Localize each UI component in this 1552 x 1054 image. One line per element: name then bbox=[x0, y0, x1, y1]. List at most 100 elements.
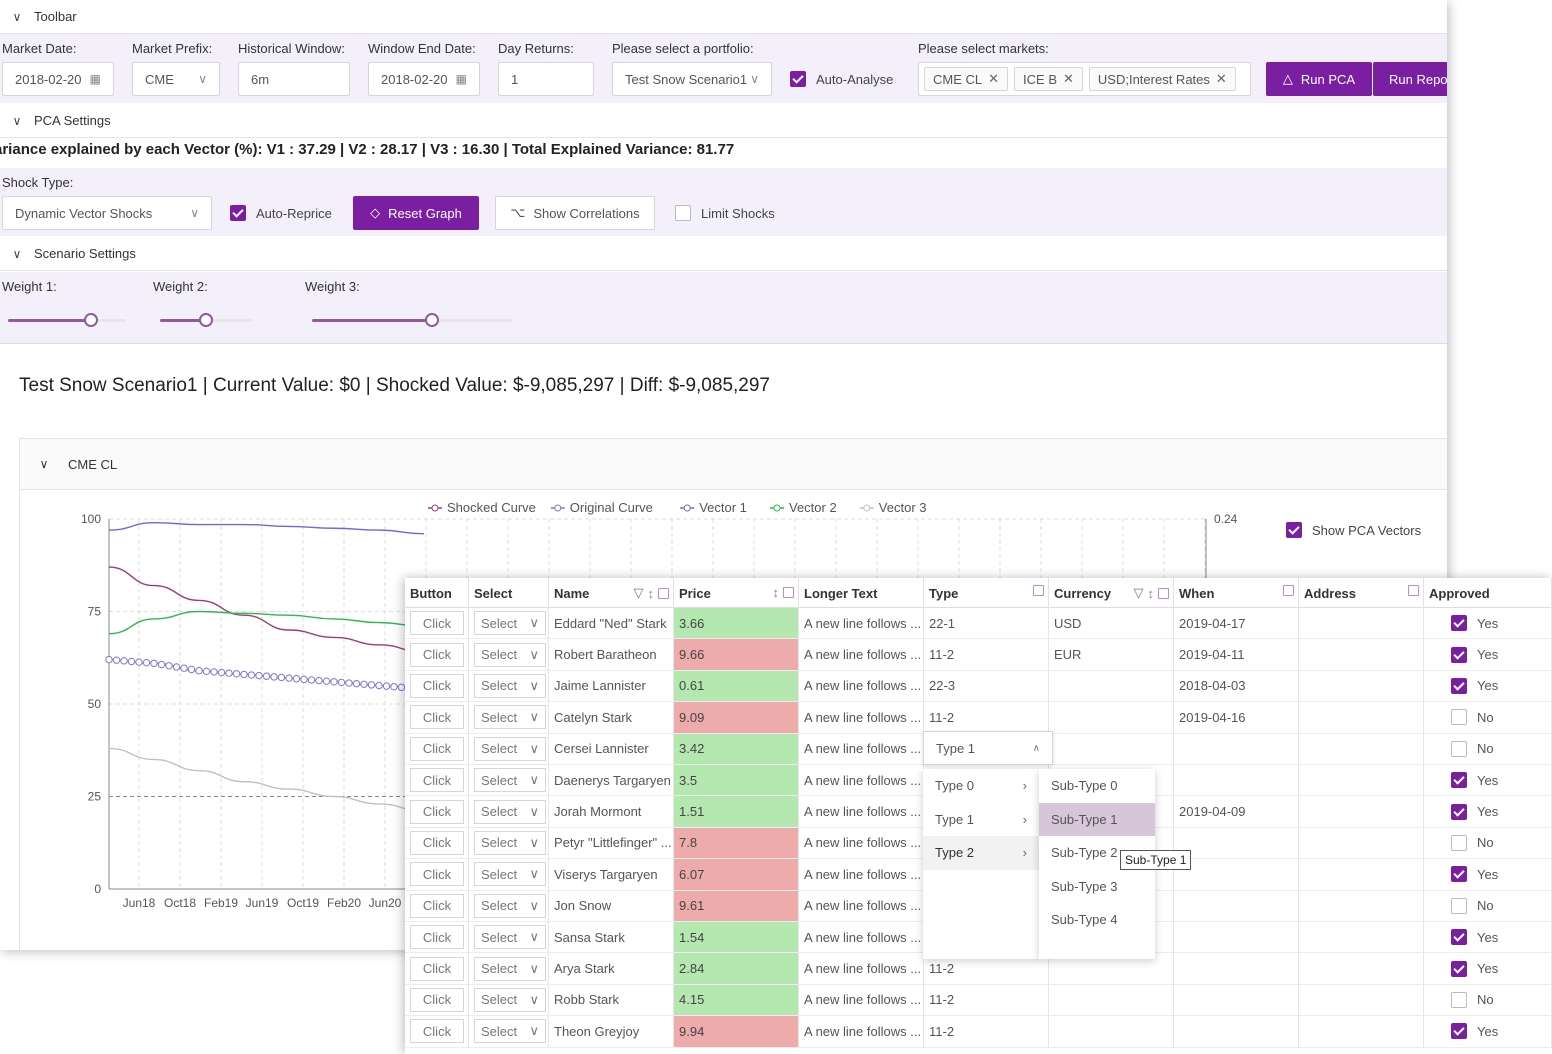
when-cell[interactable] bbox=[1174, 890, 1299, 921]
name-cell[interactable]: Viserys Targaryen bbox=[549, 859, 674, 890]
when-cell[interactable] bbox=[1174, 765, 1299, 796]
longer-text-cell[interactable]: A new line follows ... bbox=[799, 1016, 924, 1047]
currency-cell[interactable] bbox=[1049, 859, 1174, 890]
currency-cell[interactable] bbox=[1049, 890, 1174, 921]
price-cell[interactable]: 9.94 bbox=[674, 1016, 799, 1047]
click-button[interactable]: Click bbox=[410, 799, 464, 824]
weight-1-slider-handle[interactable] bbox=[83, 313, 98, 327]
edit-icon[interactable] bbox=[1033, 585, 1044, 596]
subtype-menu-item[interactable]: Sub-Type 2 bbox=[1051, 845, 1118, 861]
filter-icon[interactable]: ▽ bbox=[633, 585, 644, 600]
price-cell[interactable]: 1.51 bbox=[674, 796, 799, 827]
name-cell[interactable]: Daenerys Targaryen bbox=[549, 765, 674, 796]
currency-cell[interactable] bbox=[1049, 733, 1174, 764]
checkbox-unchecked-icon[interactable] bbox=[1451, 897, 1467, 914]
when-cell[interactable]: 2018-04-03 bbox=[1174, 670, 1299, 702]
type-cell[interactable]: 22-3 bbox=[924, 670, 1049, 702]
longer-text-cell[interactable]: A new line follows ... bbox=[799, 859, 924, 890]
when-cell[interactable] bbox=[1174, 733, 1299, 764]
when-cell[interactable]: 2019-04-09 bbox=[1174, 796, 1299, 827]
address-cell[interactable] bbox=[1299, 859, 1424, 890]
checkbox-checked-icon[interactable] bbox=[1451, 1023, 1467, 1040]
when-cell[interactable]: 2019-04-17 bbox=[1174, 608, 1299, 639]
chevron-down-icon[interactable]: ∨ bbox=[12, 246, 22, 261]
column-header[interactable]: Approved bbox=[1424, 578, 1552, 608]
calendar-icon[interactable]: ▦ bbox=[455, 72, 467, 86]
checkbox-checked-icon[interactable] bbox=[1451, 615, 1467, 632]
name-cell[interactable]: Jon Snow bbox=[549, 890, 674, 921]
column-header[interactable]: Price ↕ bbox=[674, 578, 799, 608]
longer-text-cell[interactable]: A new line follows ... bbox=[799, 827, 924, 859]
weight-3-slider-handle[interactable] bbox=[425, 313, 439, 327]
row-select[interactable]: Select ∨ bbox=[474, 956, 546, 981]
longer-text-cell[interactable]: A new line follows ... bbox=[799, 670, 924, 702]
currency-cell[interactable] bbox=[1049, 984, 1174, 1016]
address-cell[interactable] bbox=[1299, 639, 1424, 670]
type-cell[interactable]: 11-2 bbox=[924, 1016, 1049, 1047]
market-date-input[interactable]: 2018-02-20 ▦ bbox=[2, 62, 114, 96]
type-cell[interactable]: 11-2 bbox=[924, 953, 1049, 984]
address-cell[interactable] bbox=[1299, 953, 1424, 984]
name-cell[interactable]: Catelyn Stark bbox=[549, 702, 674, 733]
row-select[interactable]: Select ∨ bbox=[474, 893, 546, 918]
show-pca-vectors-checkbox[interactable]: Show PCA Vectors bbox=[1286, 522, 1421, 538]
checkbox-checked-icon[interactable] bbox=[1451, 646, 1467, 663]
price-cell[interactable]: 3.66 bbox=[674, 608, 799, 639]
column-header[interactable]: Type bbox=[924, 578, 1049, 608]
click-button[interactable]: Click bbox=[410, 925, 464, 950]
longer-text-cell[interactable]: A new line follows ... bbox=[799, 922, 924, 953]
type-cell[interactable]: 11-2 bbox=[924, 702, 1049, 733]
day-returns-input[interactable]: 1 bbox=[498, 62, 594, 96]
name-cell[interactable]: Arya Stark bbox=[549, 953, 674, 984]
when-cell[interactable] bbox=[1174, 984, 1299, 1016]
longer-text-cell[interactable]: A new line follows ... bbox=[799, 608, 924, 639]
run-pca-button[interactable]: △ Run PCA bbox=[1266, 62, 1372, 96]
row-select[interactable]: Select ∨ bbox=[474, 642, 546, 667]
price-cell[interactable]: 1.54 bbox=[674, 922, 799, 953]
subtype-menu-item[interactable]: Sub-Type 4 bbox=[1051, 912, 1118, 928]
click-button[interactable]: Click bbox=[410, 705, 464, 730]
address-cell[interactable] bbox=[1299, 670, 1424, 702]
weight-2-slider-handle[interactable] bbox=[199, 313, 213, 327]
run-report-button[interactable]: Run Repor bbox=[1373, 62, 1447, 96]
address-cell[interactable] bbox=[1299, 733, 1424, 764]
subtype-menu-item[interactable]: Sub-Type 1 bbox=[1039, 802, 1155, 836]
checkbox-checked-icon[interactable] bbox=[1451, 803, 1467, 820]
price-cell[interactable]: 9.66 bbox=[674, 639, 799, 670]
row-select[interactable]: Select ∨ bbox=[474, 862, 546, 887]
row-select[interactable]: Select ∨ bbox=[474, 736, 546, 761]
markets-multiselect[interactable]: CME CL ✕ ICE B ✕ USD;Interest Rates ✕ bbox=[918, 62, 1251, 96]
currency-cell[interactable] bbox=[1049, 922, 1174, 953]
address-cell[interactable] bbox=[1299, 922, 1424, 953]
market-prefix-select[interactable]: CME ∨ bbox=[132, 62, 220, 96]
portfolio-select[interactable]: Test Snow Scenario1 ∨ bbox=[612, 62, 772, 96]
checkbox-checked-icon[interactable] bbox=[1451, 960, 1467, 977]
auto-analyse-checkbox[interactable]: Auto-Analyse bbox=[790, 71, 893, 87]
column-header[interactable]: Name ▽ ↕ bbox=[549, 578, 674, 608]
chevron-down-icon[interactable]: ∨ bbox=[12, 9, 22, 24]
price-cell[interactable]: 3.5 bbox=[674, 765, 799, 796]
address-cell[interactable] bbox=[1299, 984, 1424, 1016]
sort-icon[interactable]: ↕ bbox=[647, 585, 655, 601]
column-header[interactable]: Longer Text bbox=[799, 578, 924, 608]
longer-text-cell[interactable]: A new line follows ... bbox=[799, 733, 924, 764]
scenario-settings-section-header[interactable]: ∨ Scenario Settings bbox=[0, 237, 1447, 271]
checkbox-checked-icon[interactable] bbox=[1451, 929, 1467, 946]
click-button[interactable]: Click bbox=[410, 956, 464, 981]
close-icon[interactable]: ✕ bbox=[1063, 71, 1074, 86]
checkbox-checked-icon[interactable] bbox=[1451, 772, 1467, 789]
address-cell[interactable] bbox=[1299, 827, 1424, 859]
shock-type-select[interactable]: Dynamic Vector Shocks ∨ bbox=[2, 196, 212, 230]
address-cell[interactable] bbox=[1299, 765, 1424, 796]
edit-icon[interactable] bbox=[783, 587, 794, 598]
checkbox-checked-icon[interactable] bbox=[1286, 522, 1302, 538]
checkbox-unchecked-icon[interactable] bbox=[1451, 834, 1467, 851]
price-cell[interactable]: 2.84 bbox=[674, 953, 799, 984]
click-button[interactable]: Click bbox=[410, 768, 464, 793]
name-cell[interactable]: Robert Baratheon bbox=[549, 639, 674, 670]
address-cell[interactable] bbox=[1299, 1016, 1424, 1047]
column-header[interactable]: Address bbox=[1299, 578, 1424, 608]
window-end-date-input[interactable]: 2018-02-20 ▦ bbox=[368, 62, 480, 96]
address-cell[interactable] bbox=[1299, 608, 1424, 639]
currency-cell[interactable] bbox=[1049, 765, 1174, 796]
